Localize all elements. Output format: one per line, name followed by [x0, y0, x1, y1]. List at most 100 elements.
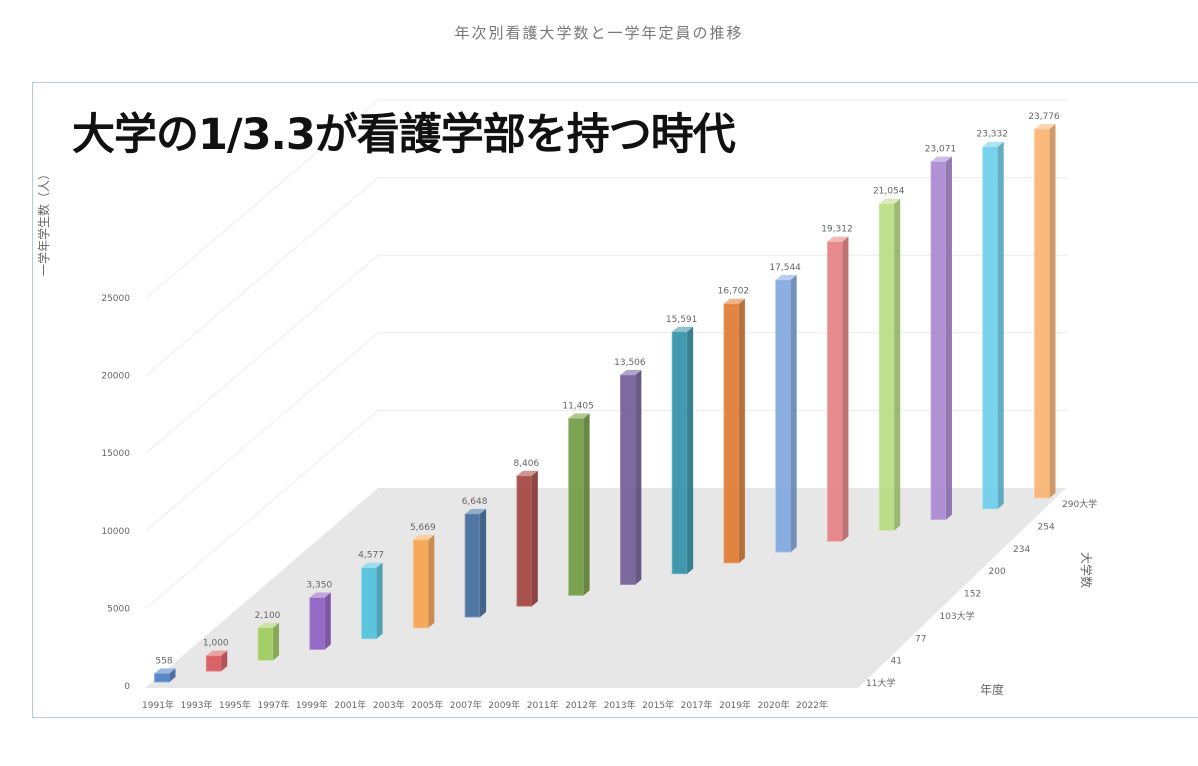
- bar-value-label: 15,591: [666, 315, 698, 325]
- bar-top: [465, 508, 487, 514]
- bar: [1034, 128, 1050, 499]
- bar-top: [827, 236, 849, 242]
- bar: [982, 146, 999, 510]
- bar-value-label: 13,506: [614, 358, 646, 368]
- bar-side: [738, 298, 745, 563]
- depth-tick-label: 41: [891, 657, 902, 667]
- gridline-side: [145, 410, 379, 609]
- page-title: 年次別看護大学数と一学年定員の推移: [454, 24, 744, 42]
- bar-value-label: 6,648: [462, 497, 488, 507]
- bar-top: [361, 562, 383, 568]
- bar-side: [428, 534, 435, 628]
- bar-value-label: 1,000: [203, 639, 229, 649]
- y-tick-label: 25000: [101, 294, 130, 304]
- bar: [412, 539, 429, 629]
- depth-tick-label: 152: [964, 590, 981, 600]
- x-tick-label: 1997年: [257, 699, 289, 711]
- bar-top: [723, 298, 745, 304]
- bar-side: [687, 326, 694, 574]
- bar: [723, 303, 740, 564]
- bar: [568, 418, 585, 596]
- depth-tick-label: 234: [1013, 545, 1030, 555]
- gridline-side: [145, 177, 379, 376]
- depth-tick-label: 103大学: [940, 610, 975, 622]
- bar: [154, 672, 170, 683]
- y-tick-label: 15000: [101, 449, 130, 459]
- x-tick-label: 1999年: [296, 699, 328, 711]
- bar-top: [620, 369, 642, 375]
- bar-top: [568, 413, 590, 419]
- x-tick-label: 2012年: [565, 699, 597, 711]
- bar-side: [169, 668, 176, 682]
- depth-tick-label: 77: [915, 634, 926, 644]
- bar-value-label: 3,350: [306, 581, 332, 591]
- x-tick-label: 2005年: [411, 699, 443, 711]
- bar-side: [1049, 123, 1056, 498]
- bar-top: [930, 156, 952, 162]
- x-tick-label: 1995年: [219, 699, 251, 711]
- x-tick-label: 2013年: [604, 699, 636, 711]
- bar-top: [206, 650, 228, 656]
- bar-side: [997, 141, 1004, 509]
- bar-side: [583, 413, 590, 596]
- bar-value-label: 16,702: [718, 287, 750, 297]
- gridline-side: [145, 254, 379, 454]
- bar-value-label: 23,071: [925, 145, 957, 155]
- bar: [930, 161, 947, 521]
- bar-side: [273, 622, 280, 661]
- y-tick-label: 20000: [101, 372, 130, 382]
- bar-side: [945, 156, 952, 520]
- bar-side: [480, 508, 487, 618]
- bar: [205, 655, 222, 672]
- x-tick-label: 1991年: [142, 699, 174, 711]
- bar-value-label: 8,406: [513, 459, 539, 469]
- bar: [671, 331, 688, 575]
- bar-value-label: 2,100: [255, 611, 281, 621]
- gridline-side: [145, 99, 379, 299]
- y-tick-label: 5000: [107, 604, 130, 614]
- bar-top: [154, 668, 176, 674]
- bar-side: [842, 236, 849, 542]
- bar: [775, 279, 792, 553]
- bar-top: [413, 534, 435, 540]
- depth-axis-title: 大学数: [1079, 552, 1094, 588]
- depth-tick-label: 11大学: [866, 677, 895, 689]
- bar-value-label: 11,405: [562, 401, 594, 411]
- chart-frame: [32, 82, 1198, 718]
- gridline-side: [145, 332, 379, 532]
- x-tick-label: 2001年: [334, 699, 366, 711]
- bar-value-label: 17,544: [769, 263, 801, 273]
- bar-side: [531, 470, 538, 607]
- bar: [464, 513, 481, 618]
- bar-side: [790, 274, 797, 553]
- bar-value-label: 23,776: [1028, 112, 1060, 122]
- bar-top: [672, 326, 694, 332]
- x-tick-label: 2022年: [796, 699, 828, 711]
- bar-value-label: 558: [155, 656, 172, 666]
- x-tick-label: 2015年: [642, 699, 674, 711]
- bar-value-label: 19,312: [821, 225, 853, 235]
- x-tick-label: 1993年: [181, 699, 213, 711]
- bar-side: [635, 369, 642, 585]
- bar-value-label: 4,577: [358, 551, 384, 561]
- bar: [619, 374, 636, 585]
- x-tick-label: 2003年: [373, 699, 405, 711]
- x-axis-title: 年度: [980, 682, 1004, 697]
- bar: [516, 475, 533, 607]
- bar-value-label: 23,332: [976, 130, 1008, 140]
- bar-top: [258, 622, 280, 628]
- y-axis-title: 一学年学生数（人）: [36, 168, 51, 276]
- x-tick-label: 2020年: [758, 699, 790, 711]
- depth-tick-label: 200: [989, 567, 1006, 577]
- bar-top: [516, 470, 538, 476]
- bar-top: [1034, 123, 1056, 129]
- x-tick-label: 2019年: [719, 699, 751, 711]
- bar: [827, 241, 843, 542]
- bar-top: [775, 274, 797, 280]
- depth-tick-label: 290大学: [1062, 498, 1097, 510]
- bar: [878, 203, 895, 531]
- bar-top: [879, 198, 901, 204]
- headline: 大学の1/3.3が看護学部を持つ時代: [72, 110, 736, 160]
- bar-side: [324, 592, 331, 650]
